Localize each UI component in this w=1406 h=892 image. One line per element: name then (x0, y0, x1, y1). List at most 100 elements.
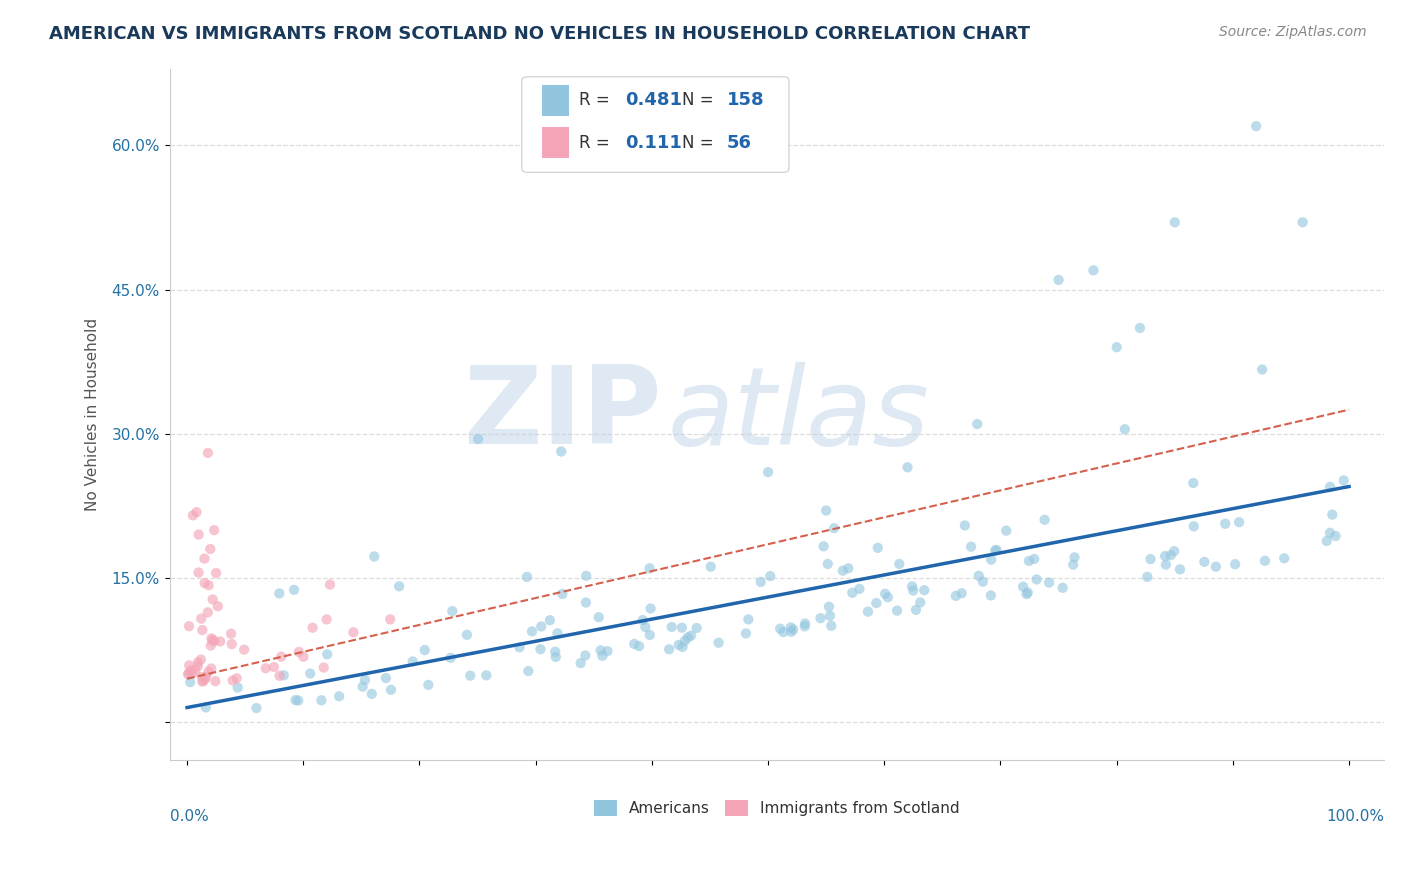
Point (354, 673, 377, 687)
Text: R =: R = (579, 91, 614, 109)
Point (200, 632, 222, 646)
Point (1223, 558, 1246, 572)
Point (901, 579, 924, 593)
Point (671, 640, 693, 654)
Point (233, 642, 256, 657)
Point (316, 648, 339, 662)
Point (679, 629, 702, 643)
Point (1227, 515, 1250, 529)
Point (194, 576, 217, 591)
Point (301, 621, 323, 635)
Point (772, 625, 794, 640)
Point (1063, 550, 1085, 565)
Point (1047, 273, 1070, 287)
Point (193, 551, 215, 566)
Point (967, 568, 990, 582)
Text: R =: R = (579, 134, 620, 152)
Point (631, 613, 654, 627)
Point (837, 561, 859, 575)
Point (292, 649, 315, 664)
Point (440, 650, 463, 665)
Point (1139, 552, 1161, 566)
Point (1254, 554, 1277, 568)
Point (815, 503, 838, 517)
Point (191, 623, 214, 637)
Point (810, 611, 832, 625)
Point (1322, 508, 1344, 522)
Point (284, 693, 307, 707)
Text: AMERICAN VS IMMIGRANTS FROM SCOTLAND NO VEHICLES IN HOUSEHOLD CORRELATION CHART: AMERICAN VS IMMIGRANTS FROM SCOTLAND NO … (49, 25, 1031, 43)
Point (180, 663, 202, 677)
Point (315, 612, 337, 626)
Point (374, 671, 396, 685)
Point (205, 566, 228, 580)
Point (458, 668, 481, 682)
Point (575, 595, 598, 609)
Point (207, 599, 229, 614)
Point (342, 625, 364, 640)
Point (779, 620, 801, 634)
Point (191, 674, 214, 689)
Point (201, 592, 224, 607)
Point (1114, 422, 1136, 436)
Point (380, 682, 402, 697)
Point (1105, 340, 1128, 354)
Point (1012, 580, 1035, 594)
Point (273, 668, 295, 682)
Point (574, 648, 596, 663)
Point (1024, 552, 1046, 566)
Point (817, 557, 839, 571)
Point (254, 661, 277, 675)
Point (875, 587, 897, 601)
Point (841, 586, 863, 600)
Text: Source: ZipAtlas.com: Source: ZipAtlas.com (1219, 25, 1367, 39)
Point (200, 639, 222, 653)
Point (673, 634, 696, 648)
Point (1154, 558, 1177, 572)
Point (780, 624, 803, 639)
Point (866, 541, 889, 555)
Point (876, 591, 898, 605)
Point (707, 636, 730, 650)
Point (177, 619, 200, 633)
Point (179, 675, 201, 690)
Point (1194, 555, 1216, 569)
Point (1319, 480, 1341, 494)
Point (550, 444, 572, 458)
Point (1251, 362, 1274, 376)
Point (402, 655, 425, 669)
Point (184, 664, 207, 678)
Point (794, 616, 817, 631)
Text: 56: 56 (727, 134, 752, 152)
Point (793, 619, 815, 633)
Point (1182, 519, 1205, 533)
Point (1038, 575, 1060, 590)
Point (749, 574, 772, 589)
Point (756, 465, 779, 479)
Point (191, 670, 214, 684)
Point (865, 596, 887, 610)
Point (589, 643, 612, 657)
Point (640, 601, 662, 615)
Point (1205, 559, 1227, 574)
Point (200, 541, 222, 556)
Point (966, 417, 988, 431)
Point (886, 604, 908, 618)
Point (197, 665, 219, 679)
Point (194, 670, 217, 684)
Point (186, 505, 208, 519)
Point (1333, 474, 1355, 488)
Point (516, 570, 538, 584)
Point (980, 589, 1002, 603)
Legend: Americans, Immigrants from Scotland: Americans, Immigrants from Scotland (588, 794, 966, 822)
Point (980, 552, 1002, 566)
Point (1033, 513, 1056, 527)
Point (910, 595, 932, 609)
Point (179, 658, 201, 673)
Point (380, 612, 402, 626)
Point (769, 622, 792, 636)
Point (187, 566, 209, 580)
Point (1244, 119, 1267, 133)
Point (418, 678, 440, 692)
Point (200, 661, 222, 675)
